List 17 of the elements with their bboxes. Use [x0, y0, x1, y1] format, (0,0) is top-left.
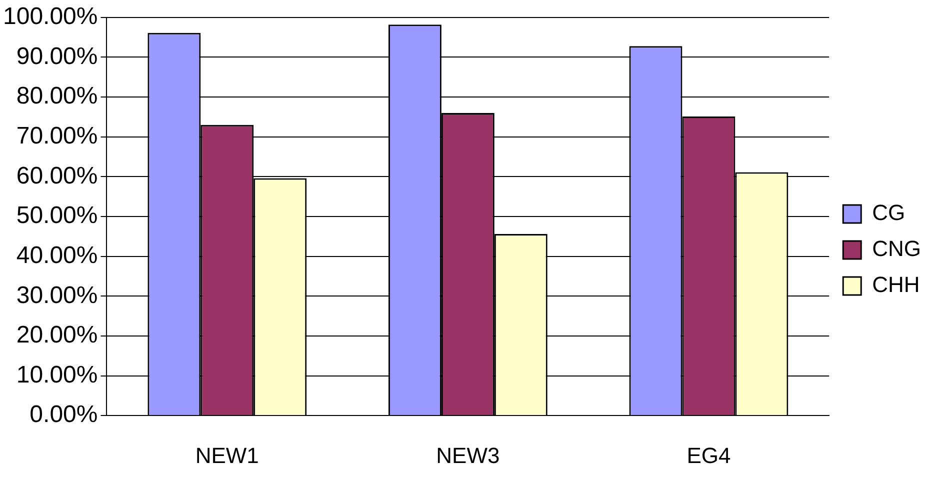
y-tick-label: 10.00% — [16, 361, 98, 388]
y-tick-label: 20.00% — [16, 322, 98, 349]
y-tick-label: 60.00% — [16, 162, 98, 190]
y-tick-label: 50.00% — [16, 202, 98, 230]
legend-label: CNG — [872, 236, 922, 262]
x-tick-label: NEW3 — [436, 442, 500, 468]
x-tick-label: EG4 — [686, 442, 731, 468]
y-tick-label: 100.00% — [2, 3, 98, 30]
x-tick-label: NEW1 — [195, 442, 259, 468]
legend-label: CG — [872, 200, 906, 226]
y-tick-label: 80.00% — [16, 82, 98, 110]
y-tick-label: 30.00% — [16, 282, 98, 309]
y-tick-label: 0.00% — [30, 401, 98, 428]
y-tick-label: 70.00% — [16, 122, 98, 150]
y-tick-label: 90.00% — [16, 42, 98, 70]
legend-label: CHH — [872, 272, 920, 298]
y-tick-label: 40.00% — [16, 242, 98, 269]
